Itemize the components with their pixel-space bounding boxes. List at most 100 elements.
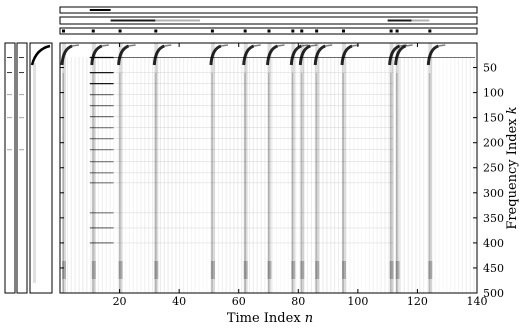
y-tick-label: 500: [483, 287, 504, 300]
onset-core: [119, 73, 121, 293]
noise-column: [399, 57, 402, 293]
noise-column: [310, 57, 312, 293]
onset-hook: [388, 44, 401, 66]
onset-hook: [426, 44, 439, 66]
onset-hook: [90, 44, 103, 66]
noise-column: [446, 57, 447, 293]
noise-column: [419, 57, 421, 293]
noise-column: [415, 57, 417, 293]
noise-column: [457, 57, 460, 293]
noise-column: [225, 57, 227, 293]
noise-column: [403, 57, 405, 293]
heatmap-background: [60, 43, 477, 293]
noise-column: [260, 57, 262, 293]
onset-hook: [298, 44, 311, 66]
top-strip: [59, 6, 478, 14]
x-tick-label: 60: [232, 295, 246, 308]
noise-column: [175, 57, 177, 293]
onset-tail: [310, 44, 318, 47]
noise-column: [326, 57, 328, 293]
onset-lowband: [118, 261, 123, 279]
noise-column: [337, 57, 340, 293]
noise-column: [140, 57, 142, 293]
noise-column: [288, 57, 289, 293]
noise-column: [380, 57, 382, 293]
noise-column: [148, 57, 150, 293]
strip-dot: [428, 29, 432, 33]
noise-column: [136, 57, 138, 293]
strip-dot: [395, 29, 399, 33]
onset-hook: [209, 44, 222, 66]
onset-core: [268, 73, 270, 293]
noise-column: [217, 57, 220, 293]
onset-lowband: [389, 261, 394, 279]
noise-column: [303, 57, 305, 293]
spectrogram-heatmap: [60, 43, 477, 293]
strip-shade: [33, 63, 36, 283]
noise-column: [376, 57, 378, 293]
noise-column: [202, 57, 203, 293]
noise-column: [125, 57, 126, 293]
onset-tail: [301, 44, 309, 47]
noise-column: [66, 57, 69, 293]
strip-hook: [30, 44, 51, 66]
strip-dot: [267, 29, 271, 33]
noise-column: [435, 57, 436, 293]
onset-tail: [438, 44, 446, 47]
onset-streak: [426, 43, 446, 293]
noise-column: [199, 57, 200, 293]
noise-column: [90, 57, 92, 293]
noise-column: [264, 57, 266, 293]
noise-column: [256, 57, 258, 293]
onset-column: [118, 43, 123, 293]
strip-dot: [61, 29, 65, 33]
onset-core: [244, 73, 246, 293]
noise-column: [454, 57, 456, 293]
noise-column: [132, 57, 134, 293]
left-strip: [4, 42, 16, 294]
y-axis-ticks: 50 100 150 200 250 300 350 400 450 500: [60, 62, 504, 300]
onset-column: [243, 43, 248, 293]
onset-column: [291, 43, 296, 293]
noise-column: [252, 57, 254, 293]
noise-column: [190, 57, 192, 293]
onset-tail: [405, 44, 413, 47]
noise-column: [152, 57, 154, 293]
onset-hook: [313, 44, 326, 66]
noise-column: [469, 57, 471, 293]
noise-column: [78, 57, 80, 293]
onset-lowband: [342, 261, 346, 279]
left-marginal-strips: [4, 42, 53, 294]
strip-dot: [210, 29, 214, 33]
strip-dot: [389, 29, 393, 33]
noise-column: [155, 57, 158, 293]
noise-column: [113, 57, 114, 293]
y-tick-label: 250: [483, 162, 504, 175]
noise-column: [94, 57, 96, 293]
noise-column: [167, 57, 169, 293]
onset-column: [315, 43, 320, 293]
onset-lowband: [315, 261, 320, 279]
onset-streak: [313, 43, 333, 293]
onset-column: [428, 43, 433, 293]
strip-dot: [154, 29, 158, 33]
onset-hook: [394, 44, 407, 66]
x-tick-label: 120: [407, 295, 428, 308]
onset-column: [210, 43, 215, 293]
y-tick-label: 50: [483, 62, 497, 75]
noise-column: [322, 57, 324, 293]
noise-column: [268, 57, 270, 293]
noise-column: [442, 57, 443, 293]
y-tick-label: 450: [483, 262, 504, 275]
noise-column: [439, 57, 440, 293]
onset-hook: [340, 44, 353, 66]
noise-column: [295, 57, 297, 293]
left-strip: [16, 42, 28, 294]
onset-tail: [253, 44, 261, 47]
onset-lowband: [91, 261, 96, 279]
noise-column: [407, 57, 409, 293]
onset-hook: [289, 44, 302, 66]
onset-hook: [117, 44, 130, 66]
x-axis-title: Time Index n: [227, 311, 313, 326]
onset-core: [315, 73, 318, 293]
